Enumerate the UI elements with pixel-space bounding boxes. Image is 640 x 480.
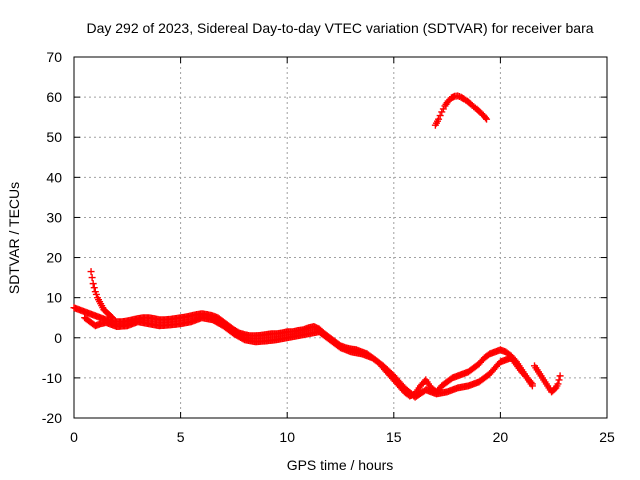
y-tick-label: 40: [46, 169, 62, 185]
grid-lines: [74, 57, 607, 418]
chart-title: Day 292 of 2023, Sidereal Day-to-day VTE…: [86, 20, 593, 36]
data-point: [554, 380, 562, 388]
data-point: [88, 274, 96, 282]
data-point: [87, 268, 95, 276]
x-axis-label: GPS time / hours: [287, 457, 394, 473]
y-axis-label: SDTVAR / TECUs: [6, 182, 22, 294]
data-point: [483, 115, 491, 123]
y-tick-label: 0: [54, 330, 62, 346]
data-point: [89, 280, 97, 288]
data-point: [555, 376, 563, 384]
y-tick-label: 70: [46, 49, 62, 65]
data-point: [444, 97, 452, 105]
data-point: [92, 290, 100, 298]
y-tick-label: 10: [46, 290, 62, 306]
data-point: [435, 115, 443, 123]
data-point: [481, 114, 489, 122]
y-tick-label: 30: [46, 209, 62, 225]
data-point: [436, 112, 444, 120]
y-tick-labels: -20 -10 0 10 20 30 40 50 60 70: [42, 49, 62, 426]
y-tick-label: -20: [42, 410, 62, 426]
x-tick-label: 20: [493, 429, 509, 445]
x-tick-label: 25: [599, 429, 615, 445]
y-tick-label: -10: [42, 370, 62, 386]
data-points: [70, 92, 564, 401]
y-tick-label: 60: [46, 89, 62, 105]
data-point: [527, 378, 535, 386]
axis-ticks: [73, 56, 608, 419]
data-point: [107, 313, 115, 321]
x-tick-label: 10: [279, 429, 295, 445]
x-tick-label: 15: [386, 429, 402, 445]
data-point: [90, 284, 98, 292]
plot-frame: [73, 56, 608, 419]
y-tick-label: 20: [46, 250, 62, 266]
data-point: [108, 314, 116, 322]
y-tick-label: 50: [46, 129, 62, 145]
x-tick-label: 5: [177, 429, 185, 445]
x-tick-label: 0: [70, 429, 78, 445]
data-point: [528, 380, 536, 388]
x-tick-labels: 0 5 10 15 20 25: [70, 429, 615, 445]
data-point: [556, 372, 564, 380]
